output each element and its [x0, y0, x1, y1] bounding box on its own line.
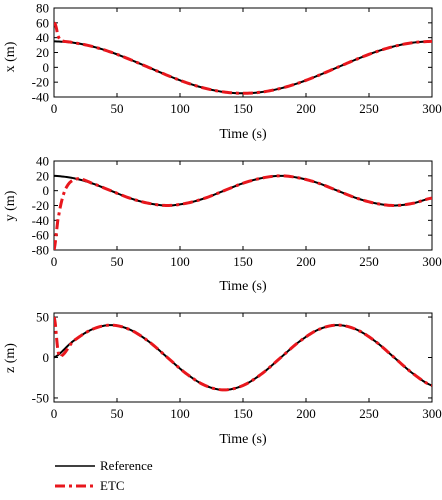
- y-tick-label: 50: [36, 310, 49, 325]
- series-line-etc: [54, 315, 432, 392]
- y-tick-label: -20: [32, 75, 49, 90]
- x-axis-label: Time (s): [219, 279, 267, 294]
- y-tick-label: 80: [36, 1, 49, 16]
- chart-panel-2: 0 50 100 150 200 250 30040200-20-40-60-80Time …: [3, 154, 442, 295]
- y-tick-label: 0: [43, 350, 50, 365]
- legend-label-etc: ETC: [100, 478, 125, 493]
- x-tick-label: 150: [233, 254, 253, 269]
- y-tick-label: 0: [43, 183, 50, 198]
- y-tick-label: 0: [43, 60, 50, 75]
- x-tick-label: 50: [111, 254, 124, 269]
- x-tick-label: 150: [233, 406, 253, 421]
- x-tick-label: 50: [111, 406, 124, 421]
- x-tick-label: 300: [422, 101, 442, 116]
- y-axis-label: z (m): [3, 343, 18, 373]
- x-tick-label: 100: [170, 254, 190, 269]
- y-tick-label: -60: [32, 228, 49, 243]
- series-line-reference: [54, 40, 432, 95]
- y-tick-label: 20: [36, 45, 49, 60]
- x-tick-label: 200: [296, 254, 316, 269]
- x-tick-label: 200: [296, 406, 316, 421]
- legend: Reference ETC: [55, 458, 153, 493]
- y-tick-label: -80: [32, 243, 49, 258]
- x-tick-label: 300: [422, 254, 442, 269]
- x-tick-label: 50: [111, 101, 124, 116]
- y-tick-label: 40: [36, 30, 49, 45]
- legend-label-reference: Reference: [100, 458, 153, 473]
- x-tick-label: 200: [296, 101, 316, 116]
- x-tick-label: 100: [170, 406, 190, 421]
- x-axis-label: Time (s): [219, 432, 267, 447]
- y-tick-label: 60: [36, 15, 49, 30]
- x-tick-label: 0: [51, 254, 58, 269]
- y-tick-label: -20: [32, 198, 49, 213]
- series-line-etc: [54, 21, 432, 95]
- y-axis-label: y (m): [3, 190, 18, 221]
- x-tick-label: 150: [233, 101, 253, 116]
- y-tick-label: -40: [32, 213, 49, 228]
- y-tick-label: 40: [36, 154, 49, 169]
- x-tick-label: 250: [359, 254, 379, 269]
- x-tick-label: 300: [422, 406, 442, 421]
- series-line-etc: [54, 174, 432, 250]
- plot-frame: [53, 160, 433, 251]
- y-tick-label: 20: [36, 168, 49, 183]
- y-tick-label: -40: [32, 90, 49, 105]
- y-axis-label: x (m): [3, 41, 18, 72]
- plot-frame: [53, 312, 433, 403]
- y-tick-label: -50: [32, 390, 49, 405]
- x-tick-label: 250: [359, 406, 379, 421]
- x-tick-label: 0: [51, 406, 58, 421]
- x-tick-label: 0: [51, 101, 58, 116]
- x-tick-label: 100: [170, 101, 190, 116]
- x-axis-label: Time (s): [219, 127, 267, 142]
- series-line-reference: [54, 324, 432, 391]
- x-tick-label: 250: [359, 101, 379, 116]
